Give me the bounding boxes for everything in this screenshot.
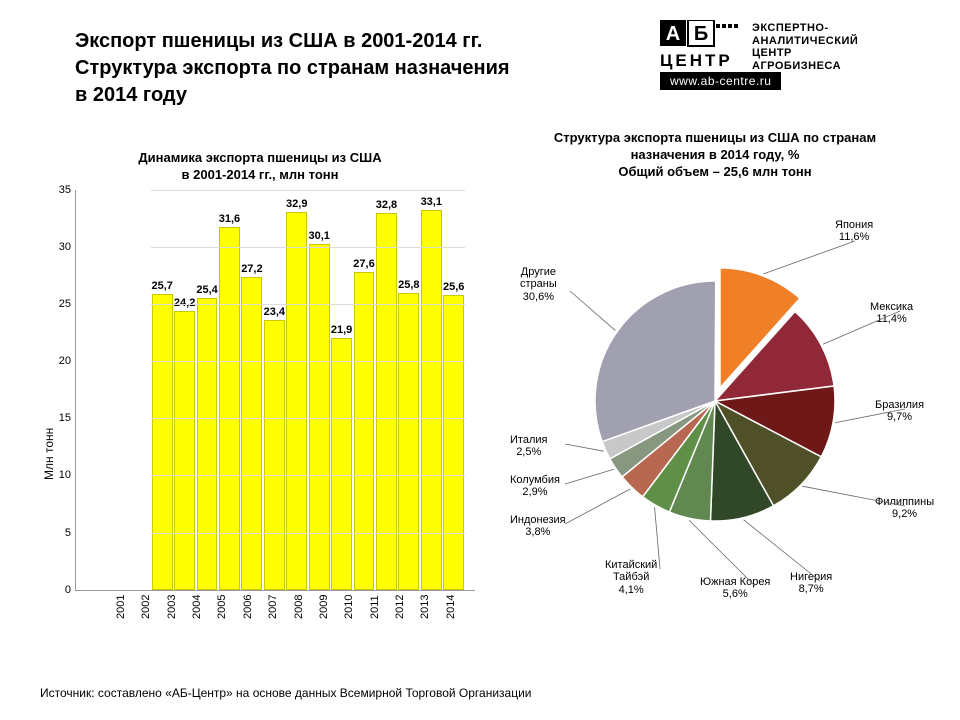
y-tick: 20 [21, 355, 71, 367]
x-tick-label: 2007 [267, 590, 292, 624]
bar [398, 293, 419, 590]
bar-value-label: 32,9 [286, 198, 307, 210]
bar-column: 30,1 [308, 230, 330, 590]
leader-line [802, 486, 905, 506]
y-tick: 35 [21, 184, 71, 196]
x-tick-label: 2014 [445, 590, 470, 624]
bar-value-label: 25,7 [152, 280, 173, 292]
x-tick-label: 2013 [419, 590, 444, 624]
bar-value-label: 33,1 [421, 196, 442, 208]
gridline [151, 247, 465, 248]
page: Экспорт пшеницы из США в 2001-2014 гг. С… [0, 0, 960, 720]
logo-mark: А Б ЦЕНТР [660, 20, 748, 75]
y-tick: 30 [21, 241, 71, 253]
bar-value-label: 32,8 [376, 199, 397, 211]
title-line-3: в 2014 году [75, 82, 510, 109]
leader-line [565, 489, 630, 524]
bar-column: 27,2 [241, 263, 263, 590]
bar [309, 244, 330, 590]
x-tick-label: 2006 [242, 590, 267, 624]
bar-column: 25,6 [442, 281, 464, 590]
y-tick: 10 [21, 469, 71, 481]
leader-line [565, 444, 604, 451]
bar-chart: Динамика экспорта пшеницы из США в 2001-… [40, 150, 480, 620]
x-labels: 2001200220032004200520062007200820092010… [115, 590, 470, 624]
pie-chart-title: Структура экспорта пшеницы из США по стр… [490, 130, 940, 181]
leader-line [570, 291, 615, 331]
bar-column: 24,2 [173, 297, 195, 590]
pie-stage: Япония11,6%Мексика11,4%Бразилия9,7%Филип… [490, 181, 940, 611]
x-tick-label: 2009 [318, 590, 343, 624]
x-tick-label: 2003 [166, 590, 191, 624]
bar [443, 295, 464, 590]
bar-value-label: 27,6 [353, 258, 374, 270]
x-tick-label: 2011 [369, 590, 394, 624]
pie-chart: Структура экспорта пшеницы из США по стр… [490, 130, 940, 630]
x-tick-label: 2008 [293, 590, 318, 624]
bar-column: 21,9 [330, 324, 352, 590]
bar-column: 25,7 [151, 280, 173, 590]
x-tick-label: 2001 [115, 590, 140, 624]
bar-value-label: 31,6 [219, 213, 240, 225]
logo: А Б ЦЕНТР ЭКСПЕРТНО- АНАЛИТИЧЕСКИЙ ЦЕНТР… [660, 20, 930, 90]
bar-column: 23,4 [263, 306, 285, 589]
y-tick: 5 [21, 527, 71, 539]
gridline [151, 418, 465, 419]
bar [152, 294, 173, 590]
bar-chart-title: Динамика экспорта пшеницы из США в 2001-… [40, 150, 480, 184]
source-text: Источник: составлено «АБ-Центр» на основ… [40, 686, 532, 700]
bar-column: 32,9 [286, 198, 308, 590]
gridline [151, 533, 465, 534]
bar-column: 25,4 [196, 284, 218, 590]
bars-container: 25,724,225,4 31,6 27,2 23,4 32,9 30,1 21,9 27,6… [151, 190, 465, 590]
bar-value-label: 25,6 [443, 281, 464, 293]
bar [331, 338, 352, 590]
title-line-2: Структура экспорта по странам назначения [75, 55, 510, 82]
bar-plot: 25,724,225,4 31,6 27,2 23,4 32,9 30,1 21,9 27,6… [75, 190, 475, 591]
bar [197, 298, 218, 590]
page-title: Экспорт пшеницы из США в 2001-2014 гг. С… [75, 28, 510, 109]
bar-value-label: 23,4 [264, 306, 285, 318]
bar [219, 227, 240, 590]
logo-url: www.ab-centre.ru [660, 72, 781, 90]
bar [241, 277, 262, 590]
svg-text:А: А [666, 23, 680, 45]
x-tick-label: 2002 [140, 590, 165, 624]
y-tick: 15 [21, 412, 71, 424]
leader-line [823, 311, 900, 344]
x-tick-label: 2010 [343, 590, 368, 624]
x-tick-label: 2004 [191, 590, 216, 624]
logo-subtitle: ЭКСПЕРТНО- АНАЛИТИЧЕСКИЙ ЦЕНТР АГРОБИЗНЕ… [752, 22, 858, 73]
bar-value-label: 27,2 [241, 263, 262, 275]
leader-line [655, 507, 660, 569]
svg-text:ЦЕНТР: ЦЕНТР [660, 51, 733, 70]
bar-value-label: 25,4 [196, 284, 217, 296]
title-line-1: Экспорт пшеницы из США в 2001-2014 гг. [75, 28, 510, 55]
leader-line [763, 241, 855, 274]
leader-line [835, 409, 905, 423]
bar [174, 311, 195, 590]
bar [354, 272, 375, 589]
pie-svg [490, 181, 940, 611]
leader-line [743, 519, 820, 580]
bar-column: 32,8 [375, 199, 397, 590]
svg-text:Б: Б [694, 23, 708, 45]
bar-value-label: 25,8 [398, 279, 419, 291]
y-tick: 0 [21, 584, 71, 596]
leader-line [689, 520, 755, 586]
bar-value-label: 30,1 [308, 230, 329, 242]
bar-column: 33,1 [420, 196, 442, 590]
gridline [151, 361, 465, 362]
x-tick-label: 2012 [394, 590, 419, 624]
gridline [151, 475, 465, 476]
gridline [151, 304, 465, 305]
y-tick: 25 [21, 298, 71, 310]
leader-line [565, 469, 614, 484]
x-tick-label: 2005 [216, 590, 241, 624]
bar-column: 25,8 [398, 279, 420, 590]
bar-column: 27,6 [353, 258, 375, 589]
bar-value-label: 21,9 [331, 324, 352, 336]
gridline [151, 190, 465, 191]
